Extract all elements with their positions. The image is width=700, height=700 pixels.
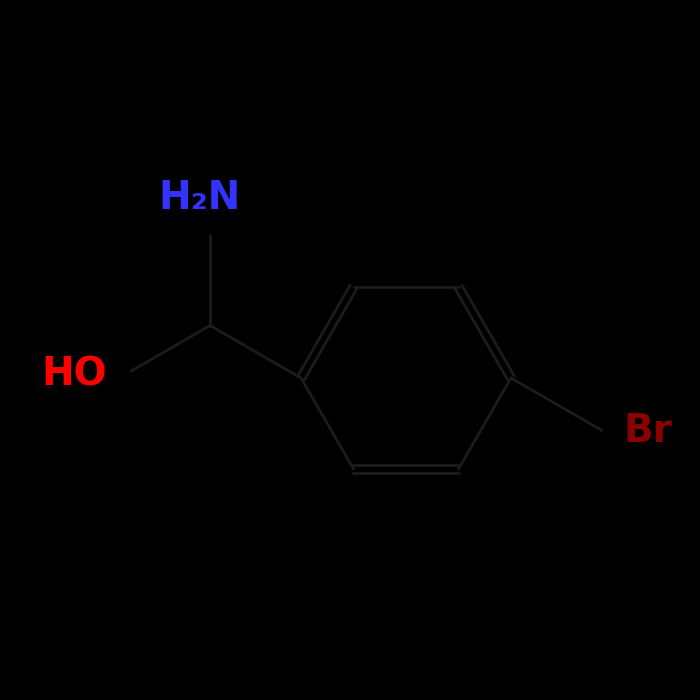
Text: H₂N: H₂N (158, 179, 241, 217)
Text: Br: Br (623, 412, 672, 449)
Text: HO: HO (41, 356, 107, 393)
